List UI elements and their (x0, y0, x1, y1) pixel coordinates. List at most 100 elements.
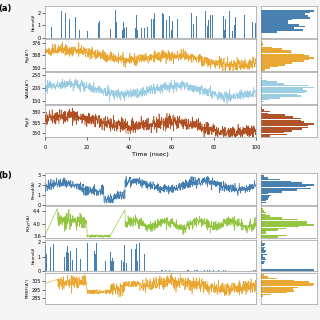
Bar (261, 235, 287, 236)
Bar (261, 175, 264, 177)
Bar (261, 241, 262, 243)
Bar (261, 186, 306, 187)
Bar (261, 295, 263, 297)
Bar (261, 17, 310, 19)
Bar (261, 83, 284, 84)
Bar (261, 64, 284, 66)
Bar (261, 52, 292, 53)
Bar (261, 10, 314, 12)
Bar (261, 66, 278, 67)
Bar (261, 247, 265, 248)
Bar (261, 128, 302, 130)
Bar (261, 93, 297, 95)
Bar (261, 126, 308, 128)
Bar (261, 109, 264, 111)
Bar (261, 111, 270, 112)
Bar (261, 80, 267, 81)
Bar (261, 257, 265, 259)
Bar (261, 255, 263, 257)
Bar (261, 254, 267, 255)
Text: (b): (b) (0, 171, 12, 180)
Y-axis label: Rmsd(A): Rmsd(A) (32, 180, 36, 198)
Bar (261, 184, 314, 186)
Bar (261, 43, 263, 44)
Bar (261, 95, 301, 97)
Bar (261, 191, 282, 193)
Bar (261, 213, 266, 215)
Bar (261, 231, 266, 233)
Bar (261, 250, 266, 252)
Bar (261, 97, 279, 99)
Bar (261, 46, 273, 48)
Bar (261, 116, 293, 118)
Bar (261, 182, 302, 184)
Bar (261, 121, 304, 123)
Bar (261, 180, 291, 182)
Bar (261, 252, 265, 253)
Bar (261, 215, 270, 217)
Y-axis label: Rg(J): Rg(J) (26, 116, 29, 126)
Bar (261, 57, 314, 59)
Bar (261, 290, 294, 292)
Bar (261, 133, 287, 135)
Y-axis label: hbond#: hbond# (32, 247, 36, 264)
Bar (261, 24, 299, 26)
Bar (261, 31, 277, 33)
Bar (261, 107, 262, 109)
Bar (261, 50, 291, 52)
Bar (261, 275, 264, 276)
Bar (261, 236, 277, 238)
Bar (261, 243, 265, 245)
Bar (261, 226, 299, 228)
Bar (261, 92, 305, 93)
Bar (261, 20, 288, 22)
Bar (261, 26, 305, 27)
Bar (261, 189, 297, 191)
Bar (261, 53, 304, 55)
Bar (261, 69, 265, 71)
Bar (261, 29, 303, 31)
Bar (261, 278, 277, 279)
Bar (261, 135, 270, 137)
Bar (261, 78, 262, 79)
Bar (261, 62, 292, 64)
Bar (261, 220, 307, 222)
Bar (261, 19, 292, 20)
Bar (261, 233, 266, 234)
Bar (261, 177, 268, 179)
Bar (261, 41, 262, 43)
Bar (261, 202, 266, 203)
Bar (261, 200, 266, 201)
Bar (261, 222, 308, 224)
Bar (261, 99, 269, 100)
Bar (261, 188, 311, 189)
Y-axis label: SASA(A²): SASA(A²) (26, 78, 29, 98)
Bar (261, 90, 307, 92)
Y-axis label: RMSF(A²): RMSF(A²) (26, 278, 29, 298)
Bar (261, 280, 294, 281)
Bar (261, 60, 304, 62)
Bar (261, 193, 268, 194)
Bar (261, 48, 283, 50)
Bar (261, 208, 263, 210)
Bar (261, 13, 305, 15)
Bar (261, 219, 298, 220)
Bar (261, 285, 313, 286)
Bar (261, 15, 308, 17)
Bar (261, 198, 268, 200)
Bar (261, 45, 263, 46)
Y-axis label: hbond#: hbond# (32, 13, 36, 31)
Bar (261, 229, 277, 231)
Bar (261, 262, 264, 264)
Bar (261, 55, 309, 57)
Bar (261, 224, 314, 226)
Bar (261, 212, 266, 213)
Bar (261, 88, 303, 90)
Bar (261, 12, 310, 13)
Bar (261, 59, 309, 60)
Bar (261, 196, 269, 198)
Bar (261, 81, 277, 83)
Y-axis label: RGyr(A): RGyr(A) (27, 214, 31, 231)
Bar (261, 86, 314, 88)
Bar (261, 113, 268, 114)
